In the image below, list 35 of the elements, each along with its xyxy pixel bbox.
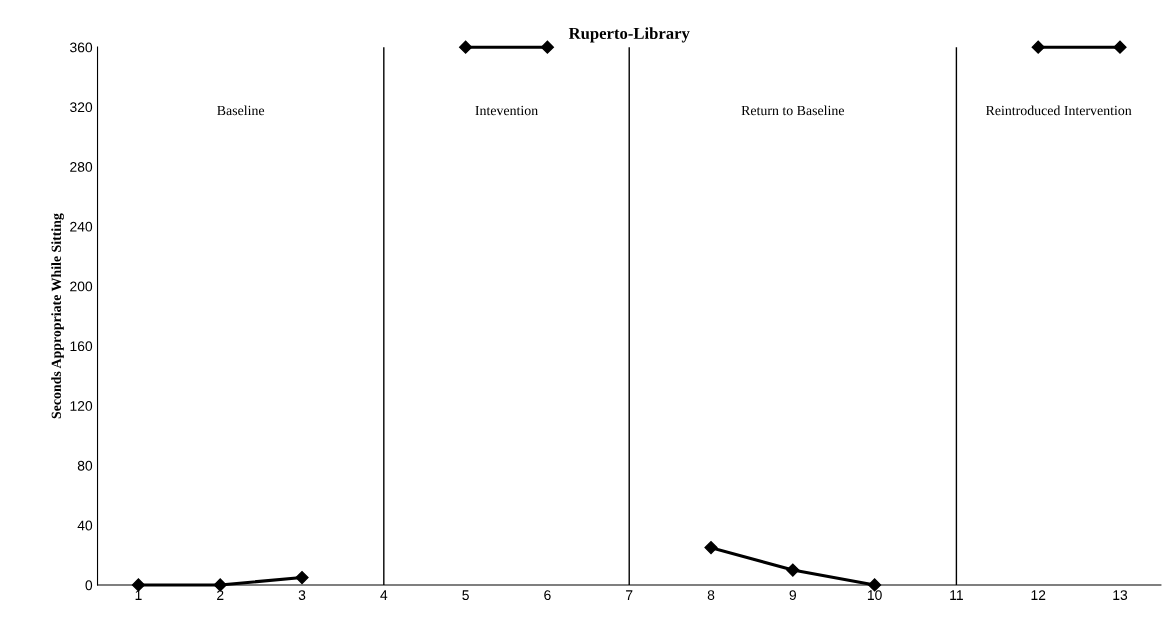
- x-tick-label: 5: [462, 590, 469, 601]
- point: [1113, 40, 1127, 54]
- x-tick-label: 3: [298, 590, 306, 601]
- y-tick-label: 280: [70, 162, 93, 172]
- x-tick-label: 11: [950, 590, 963, 600]
- x-tick-label: 10: [867, 590, 882, 601]
- x-tick-label: 7: [626, 590, 633, 600]
- y-tick-label: 360: [70, 42, 93, 53]
- y-tick-label: 40: [77, 520, 93, 531]
- y-tick-label: 0: [85, 580, 93, 591]
- x-tick-label: 8: [707, 590, 715, 601]
- y-tick-label: 120: [70, 401, 93, 411]
- y-tick-label: 200: [70, 281, 93, 292]
- annotation: Return to Baseline: [741, 105, 845, 116]
- point: [704, 541, 718, 555]
- y-axis-title: Seconds Appropriate While Sitting: [51, 213, 64, 419]
- annotation: Reintroduced Intervention: [985, 105, 1132, 116]
- point: [786, 563, 800, 577]
- x-tick-label: 13: [1113, 590, 1128, 601]
- point: [459, 40, 473, 54]
- annotation: Intevention: [475, 105, 538, 116]
- annotation: Baseline: [217, 105, 265, 116]
- x-tick-label: 4: [380, 590, 388, 600]
- point: [295, 570, 309, 585]
- y-tick-label: 80: [77, 460, 93, 471]
- x-tick-label: 6: [544, 590, 551, 601]
- y-tick-label: 240: [70, 221, 93, 232]
- point: [1031, 40, 1045, 54]
- x-tick-label: 2: [217, 590, 224, 600]
- y-tick-label: 160: [70, 341, 93, 352]
- x-tick-label: 9: [789, 590, 797, 601]
- point: [540, 40, 555, 54]
- chart-title: Ruperto-Library: [568, 27, 690, 43]
- x-tick-label: 12: [1031, 590, 1046, 600]
- y-tick-label: 320: [70, 102, 93, 113]
